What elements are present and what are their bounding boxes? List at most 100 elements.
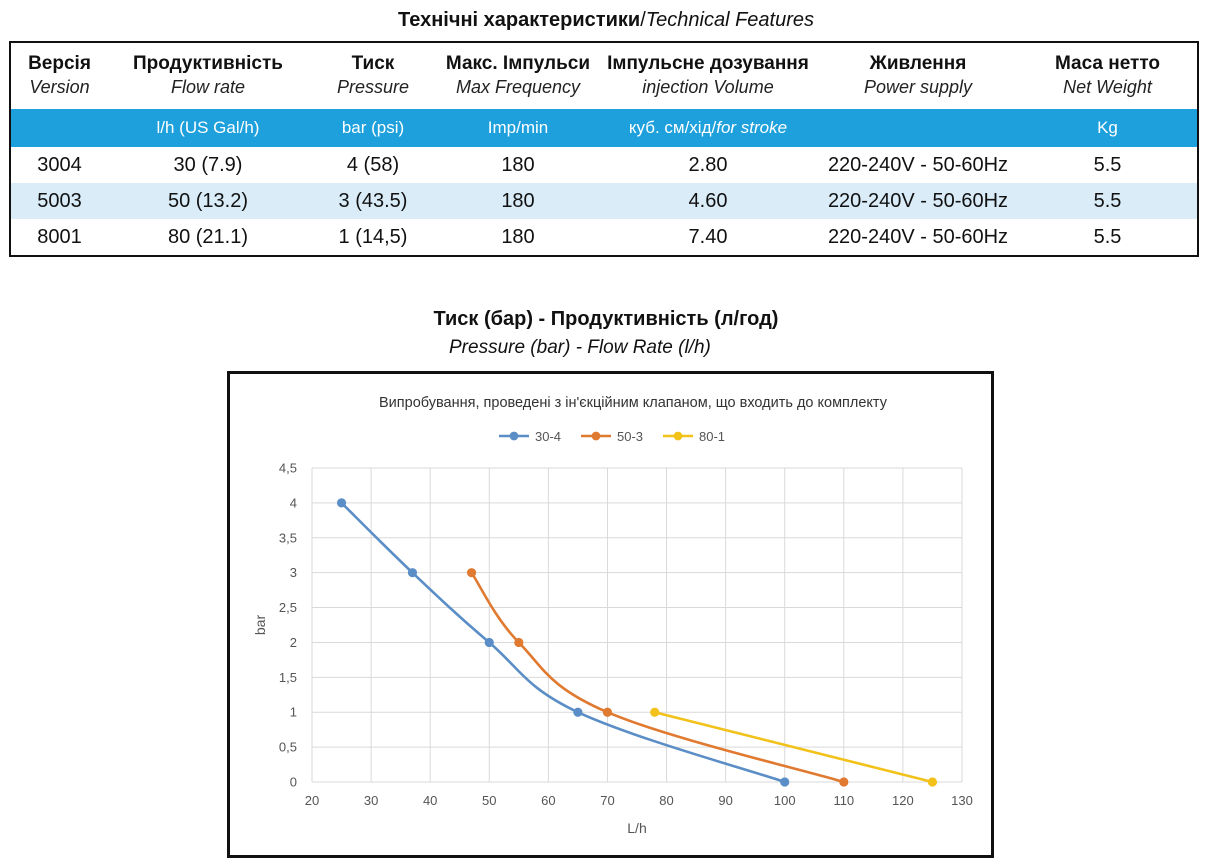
header-cell-version: Версія Version bbox=[11, 43, 108, 109]
x-tick-label: 100 bbox=[774, 793, 796, 808]
header-ua: Маса нетто bbox=[1054, 53, 1161, 74]
table-row: 3004 30 (7.9) 4 (58) 180 2.80 220-240V -… bbox=[11, 147, 1197, 183]
header-ua: Імпульсне дозування bbox=[607, 53, 809, 74]
chart-heading-subtitle: Pressure (bar) - Flow Rate (l/h) bbox=[449, 337, 711, 358]
data-point-30-4 bbox=[336, 498, 347, 508]
table-cell: 4 (58) bbox=[346, 154, 400, 176]
header-cell-flow-rate: Продуктивність Flow rate bbox=[108, 43, 308, 109]
table-cell: 220-240V - 50-60Hz bbox=[827, 226, 1009, 248]
chart-inner-title: Випробування, проведені з ін'єкційним кл… bbox=[379, 395, 888, 411]
header-en: Power supply bbox=[863, 77, 973, 97]
x-tick-label: 120 bbox=[892, 793, 914, 808]
legend-label-30-4: 30-4 bbox=[535, 429, 561, 444]
x-tick-label: 40 bbox=[423, 793, 437, 808]
header-cell-net-weight: Маса нетто Net Weight bbox=[1018, 43, 1197, 109]
data-point-50-3 bbox=[602, 707, 613, 717]
table-cell: 30 (7.9) bbox=[173, 154, 243, 176]
table-cell: 180 bbox=[501, 190, 535, 212]
header-en: injection Volume bbox=[642, 77, 774, 97]
unit-cell bbox=[818, 109, 1018, 147]
pressure-flow-chart: Випробування, проведені з ін'єкційним кл… bbox=[252, 395, 973, 836]
table-cell: 3004 bbox=[37, 154, 82, 176]
table-header-row: Версія Version Продуктивність Flow rate Ти… bbox=[11, 43, 1197, 109]
table-cell: 220-240V - 50-60Hz bbox=[827, 154, 1009, 176]
table-title-ua: Технічні характеристики bbox=[398, 9, 641, 31]
table-title: Технічні характеристики/Technical Featur… bbox=[398, 9, 814, 31]
x-tick-label: 80 bbox=[659, 793, 673, 808]
header-cell-max-frequency: Макс. Імпульси Max Frequency bbox=[438, 43, 598, 109]
table-cell: 80 (21.1) bbox=[167, 226, 249, 248]
table-title-en: Technical Features bbox=[645, 9, 814, 31]
unit-cell: куб. см/хід/for stroke bbox=[598, 109, 818, 147]
unit-cell: Kg bbox=[1097, 118, 1118, 137]
y-tick-label: 1 bbox=[290, 705, 297, 720]
table-row: 5003 50 (13.2) 3 (43.5) 180 4.60 220-240… bbox=[11, 183, 1197, 219]
data-point-80-1 bbox=[927, 777, 938, 787]
series-line-50-3 bbox=[470, 571, 845, 784]
table-cell: 5003 bbox=[37, 190, 82, 212]
header-ua: Продуктивність bbox=[133, 53, 283, 74]
unit-cell bbox=[11, 109, 108, 147]
header-en: Max Frequency bbox=[455, 77, 581, 97]
unit-text: куб. см/хід/ bbox=[628, 118, 717, 137]
series-line-80-1 bbox=[654, 710, 933, 784]
data-point-50-3 bbox=[514, 637, 524, 648]
data-point-80-1 bbox=[650, 707, 660, 717]
specs-table: Версія Version Продуктивність Flow rate Ти… bbox=[9, 41, 1199, 257]
header-ua: Тиск bbox=[351, 53, 395, 74]
header-ua: Макс. Імпульси bbox=[445, 53, 591, 74]
table-cell: 220-240V - 50-60Hz bbox=[827, 190, 1009, 212]
x-tick-label: 70 bbox=[600, 793, 614, 808]
x-tick-label: 20 bbox=[305, 793, 319, 808]
table-cell: 7.40 bbox=[688, 226, 728, 248]
x-tick-label: 110 bbox=[833, 793, 854, 808]
table-cell: 2.80 bbox=[688, 154, 728, 176]
unit-text-italic: for stroke bbox=[716, 118, 788, 137]
header-cell-injection-volume: Імпульсне дозування injection Volume bbox=[598, 43, 818, 109]
y-tick-label: 0 bbox=[290, 775, 297, 790]
y-tick-label: 4,5 bbox=[279, 461, 297, 476]
header-cell-pressure: Тиск Pressure bbox=[308, 43, 438, 109]
y-axis-label: bar bbox=[252, 615, 268, 636]
x-axis-label: L/h bbox=[627, 820, 646, 836]
y-tick-label: 0,5 bbox=[279, 740, 297, 755]
table-cell: 5.5 bbox=[1093, 190, 1122, 212]
table-cell: 5.5 bbox=[1093, 154, 1122, 176]
y-tick-label: 3,5 bbox=[279, 530, 297, 545]
header-en: Version bbox=[29, 77, 90, 97]
data-point-30-4 bbox=[573, 707, 583, 717]
y-tick-label: 4 bbox=[290, 495, 297, 510]
unit-cell: l/h (US Gal/h) bbox=[156, 118, 260, 137]
table-cell: 1 (14,5) bbox=[338, 226, 408, 248]
header-ua: Живлення bbox=[869, 53, 967, 74]
x-tick-label: 90 bbox=[718, 793, 732, 808]
y-tick-label: 2 bbox=[290, 635, 297, 650]
table-cell: 4.60 bbox=[688, 190, 728, 212]
header-ua: Версія bbox=[28, 53, 91, 74]
chart-heading-title: Тиск (бар) - Продуктивність (л/год) bbox=[433, 308, 779, 330]
table-row: 8001 80 (21.1) 1 (14,5) 180 7.40 220-240… bbox=[11, 219, 1197, 255]
legend-label-50-3: 50-3 bbox=[617, 429, 643, 444]
data-point-50-3 bbox=[466, 568, 477, 578]
table-cell: 180 bbox=[501, 226, 535, 248]
x-tick-label: 130 bbox=[951, 793, 973, 808]
series-line-30-4 bbox=[340, 501, 786, 784]
table-units-row: l/h (US Gal/h) bar (psi) Imp/min куб. см… bbox=[11, 109, 1197, 147]
x-tick-label: 50 bbox=[482, 793, 496, 808]
data-point-30-4 bbox=[484, 637, 494, 648]
table-cell: 5.5 bbox=[1093, 226, 1122, 248]
table-cell: 3 (43.5) bbox=[338, 190, 408, 212]
legend-marker-80-1 bbox=[673, 431, 683, 441]
table-cell: 8001 bbox=[37, 226, 82, 248]
data-point-30-4 bbox=[780, 777, 790, 787]
header-en: Net Weight bbox=[1063, 77, 1152, 97]
unit-cell: Imp/min bbox=[487, 118, 549, 137]
header-en: Pressure bbox=[336, 77, 410, 97]
y-tick-label: 2,5 bbox=[279, 600, 297, 615]
legend-marker-30-4 bbox=[509, 431, 519, 441]
unit-cell: bar (psi) bbox=[341, 118, 405, 137]
data-point-30-4 bbox=[407, 568, 418, 578]
header-en: Flow rate bbox=[170, 77, 246, 97]
y-tick-label: 3 bbox=[290, 565, 297, 580]
y-tick-label: 1,5 bbox=[279, 670, 297, 685]
